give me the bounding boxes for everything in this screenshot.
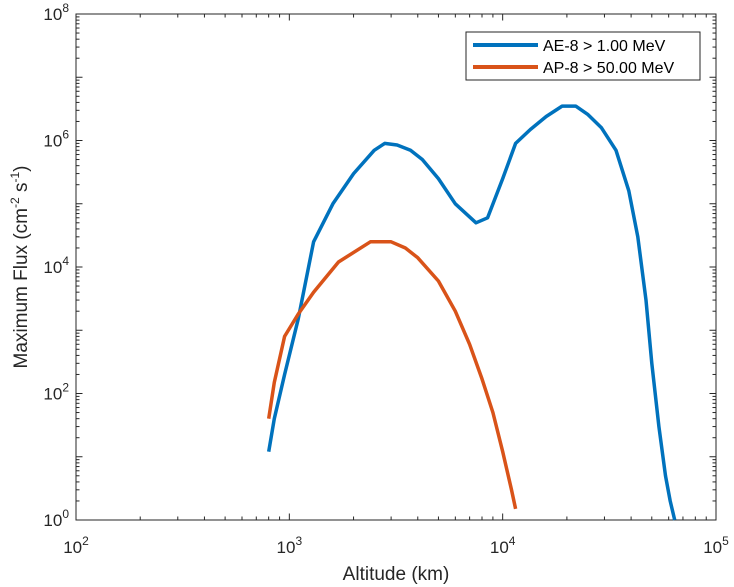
plot-area xyxy=(75,13,717,521)
minor-tick-marks xyxy=(76,14,716,520)
y-axis-title-exp1: -2 xyxy=(8,197,22,208)
x-tick-label-exp: 5 xyxy=(722,534,729,548)
x-tick-label-base: 10 xyxy=(490,538,509,557)
y-axis-title-close: ) xyxy=(11,166,32,172)
x-tick-label-base: 10 xyxy=(277,538,296,557)
legend-label-ap8: AP-8 > 50.00 MeV xyxy=(543,60,675,77)
y-tick-label-base: 10 xyxy=(43,5,62,24)
x-tick-label: 103 xyxy=(277,534,303,557)
x-tick-labels: 102 103 104 105 xyxy=(63,534,729,557)
x-tick-label-base: 10 xyxy=(703,538,722,557)
legend-box xyxy=(465,31,701,81)
x-tick-label-base: 10 xyxy=(63,538,82,557)
y-axis-title-mid: s xyxy=(11,183,32,198)
x-tick-label-exp: 2 xyxy=(82,534,89,548)
y-axis-title-exp2: -1 xyxy=(8,172,22,183)
x-tick-label: 105 xyxy=(703,534,729,557)
x-tick-label: 102 xyxy=(63,534,89,557)
y-tick-label-exp: 8 xyxy=(62,1,69,15)
legend: AE-8 > 1.00 MeV AP-8 > 50.00 MeV xyxy=(465,31,701,81)
x-tick-label-exp: 4 xyxy=(509,534,516,548)
y-tick-label: 102 xyxy=(43,381,69,404)
y-tick-label: 106 xyxy=(43,128,69,151)
y-tick-label-exp: 0 xyxy=(62,507,69,521)
x-tick-label: 104 xyxy=(490,534,516,557)
y-axis-title: Maximum Flux (cm-2 s-1) xyxy=(8,166,32,369)
y-tick-label: 108 xyxy=(43,1,69,24)
series-lines xyxy=(266,104,677,521)
y-tick-label-base: 10 xyxy=(43,258,62,277)
y-tick-label-base: 10 xyxy=(43,132,62,151)
legend-label-ae8: AE-8 > 1.00 MeV xyxy=(543,38,666,55)
x-axis-title: Altitude (km) xyxy=(343,564,450,585)
y-tick-label-base: 10 xyxy=(43,385,62,404)
x-tick-label-exp: 3 xyxy=(295,534,302,548)
y-tick-label: 100 xyxy=(43,507,69,530)
y-axis-title-main: Maximum Flux (cm xyxy=(11,208,32,368)
y-tick-label-exp: 6 xyxy=(62,128,69,142)
y-tick-label-base: 10 xyxy=(43,511,62,530)
y-tick-label: 104 xyxy=(43,254,69,277)
major-tick-marks xyxy=(75,13,717,521)
series-line-ae8 xyxy=(266,104,677,521)
y-tick-label-exp: 2 xyxy=(62,381,69,395)
y-tick-label-exp: 4 xyxy=(62,254,69,268)
series-line-ap8 xyxy=(266,240,518,510)
